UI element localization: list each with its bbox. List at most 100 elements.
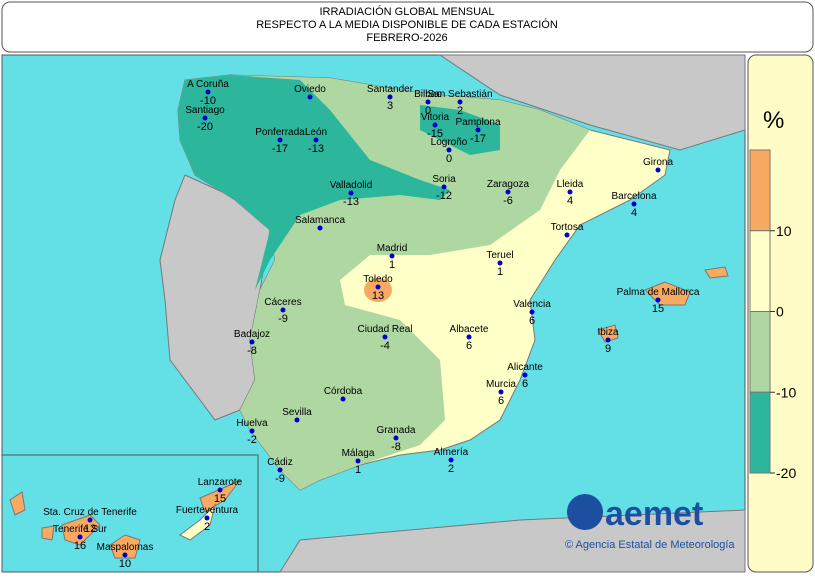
station-value: 15	[214, 493, 226, 505]
station-name: Lanzarote	[198, 477, 243, 488]
station-name: Vitoria	[421, 112, 450, 123]
station-dot	[340, 396, 346, 402]
station-name: Barcelona	[611, 191, 656, 202]
zone-10-20	[364, 278, 392, 302]
station-name: Granada	[377, 425, 416, 436]
station-dot	[441, 184, 447, 190]
station-value: -4	[380, 340, 390, 352]
station-dot	[317, 225, 323, 231]
station-name: Almería	[434, 447, 469, 458]
station-name: Maspalomas	[97, 542, 154, 553]
station-dot	[204, 515, 210, 521]
station-dot	[307, 94, 313, 100]
legend-band	[749, 230, 771, 312]
station-value: 10	[119, 558, 131, 570]
station-dot	[498, 389, 504, 395]
station-value: -17	[272, 143, 288, 155]
station-name: Córdoba	[324, 386, 363, 397]
station-name: Sevilla	[282, 407, 312, 418]
station-value: -13	[308, 143, 324, 155]
station-name: Oviedo	[294, 84, 326, 95]
station-value: 2	[457, 105, 463, 117]
station-dot	[605, 337, 611, 343]
station-value: 9	[605, 343, 611, 355]
station-value: 6	[529, 315, 535, 327]
station-value: -20	[197, 121, 213, 133]
la-gomera	[41, 525, 55, 541]
station-dot	[457, 99, 463, 105]
header-line: FEBRERO-2026	[366, 32, 447, 44]
station-value: 2	[204, 521, 210, 533]
station-name: Tortosa	[551, 222, 584, 233]
station-name: Soria	[432, 174, 456, 185]
station-value: 6	[466, 340, 472, 352]
station-dot	[497, 260, 503, 266]
la-palma	[9, 491, 26, 516]
legend-tick-label: 10	[776, 223, 792, 239]
station-dot	[505, 189, 511, 195]
zone-minus-20-10	[178, 75, 450, 290]
station-value: 6	[522, 378, 528, 390]
station-dot	[432, 122, 438, 128]
legend-tick-label: -20	[776, 465, 796, 481]
station-dot	[567, 189, 573, 195]
station-dot	[375, 284, 381, 290]
station-dot	[277, 137, 283, 143]
station-dot	[249, 339, 255, 345]
station-name: Bilbao	[414, 89, 442, 100]
station-name: Valladolid	[330, 180, 373, 191]
station-dot	[393, 435, 399, 441]
station-dot	[655, 297, 661, 303]
station-name: Ibiza	[597, 327, 619, 338]
menorca	[704, 266, 729, 279]
lanzarote	[199, 479, 241, 513]
station-dot	[655, 167, 661, 173]
station-value: 1	[389, 259, 395, 271]
fuerteventura	[179, 503, 216, 541]
station-name: León	[305, 127, 327, 138]
legend-band	[749, 391, 771, 474]
station-dot	[87, 517, 93, 523]
station-name: Santiago	[185, 105, 225, 116]
station-value: -8	[391, 441, 401, 453]
gran-canaria	[109, 534, 141, 559]
station-dot	[425, 99, 431, 105]
legend: % 10 0 -10 -20	[747, 54, 814, 573]
station-value: -15	[427, 128, 443, 140]
station-value: -6	[503, 195, 513, 207]
ibiza	[597, 324, 619, 343]
station-dot	[122, 552, 128, 558]
station-dot	[77, 534, 83, 540]
station-name: Madrid	[377, 243, 408, 254]
station-value: 4	[567, 195, 573, 207]
station-dot	[280, 307, 286, 313]
station-name: Pamplona	[455, 117, 500, 128]
station-dot	[217, 487, 223, 493]
station-name: Tenerife Sur	[53, 524, 108, 535]
station-value: 3	[387, 100, 393, 112]
station-name: Málaga	[342, 448, 375, 459]
station-dot	[202, 115, 208, 121]
station-value: -10	[200, 95, 216, 107]
station-name: Salamanca	[295, 215, 345, 226]
station-dot	[294, 417, 300, 423]
station-dot	[277, 467, 283, 473]
zone-minus-20-10	[420, 105, 500, 155]
station-dot	[348, 190, 354, 196]
station-name: Lleida	[557, 179, 584, 190]
station-name: Santander	[367, 84, 414, 95]
station-dot	[313, 137, 319, 143]
station-name: Huelva	[236, 418, 268, 429]
station-value: 1	[497, 266, 503, 278]
station-dot	[249, 428, 255, 434]
legend-band	[749, 311, 771, 393]
logo-icon	[567, 494, 603, 530]
station-name: Sta. Cruz de Tenerife	[43, 507, 137, 518]
station-value: 4	[631, 207, 637, 219]
station-value: -9	[278, 313, 288, 325]
station-dot	[448, 457, 454, 463]
station-value: 16	[74, 540, 86, 552]
station-value: 2	[448, 463, 454, 475]
